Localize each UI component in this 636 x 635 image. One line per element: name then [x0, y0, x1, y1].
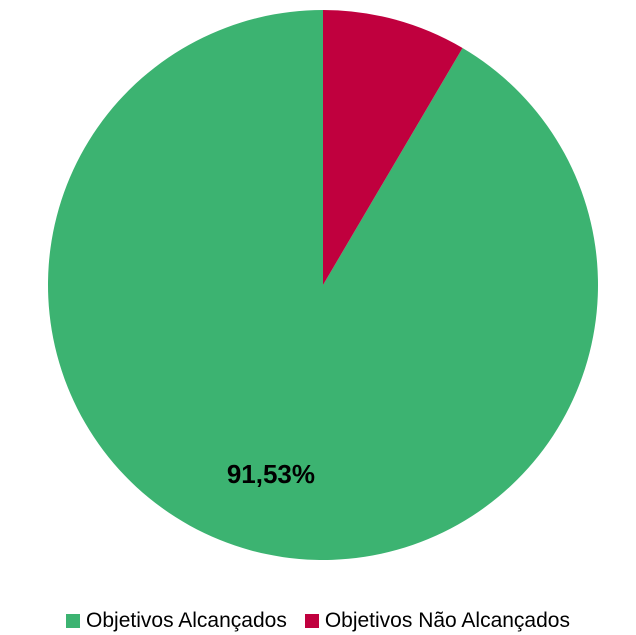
legend: Objetivos Alcançados Objetivos Não Alcan…	[0, 606, 636, 635]
legend-swatch-achieved	[66, 613, 81, 628]
pie-slice-not-achieved	[323, 10, 463, 285]
legend-label-not-achieved: Objetivos Não Alcançados	[324, 608, 570, 632]
pie-plot-area: 91,53%	[47, 10, 599, 560]
pie-slice-achieved	[47, 10, 599, 560]
legend-item-achieved: Objetivos Alcançados	[66, 609, 287, 633]
legend-item-not-achieved: Objetivos Não Alcançados	[304, 608, 570, 633]
legend-swatch-not-achieved	[304, 613, 319, 628]
data-label-achieved: 91,53%	[227, 459, 315, 489]
legend-label-achieved: Objetivos Alcançados	[86, 608, 287, 632]
